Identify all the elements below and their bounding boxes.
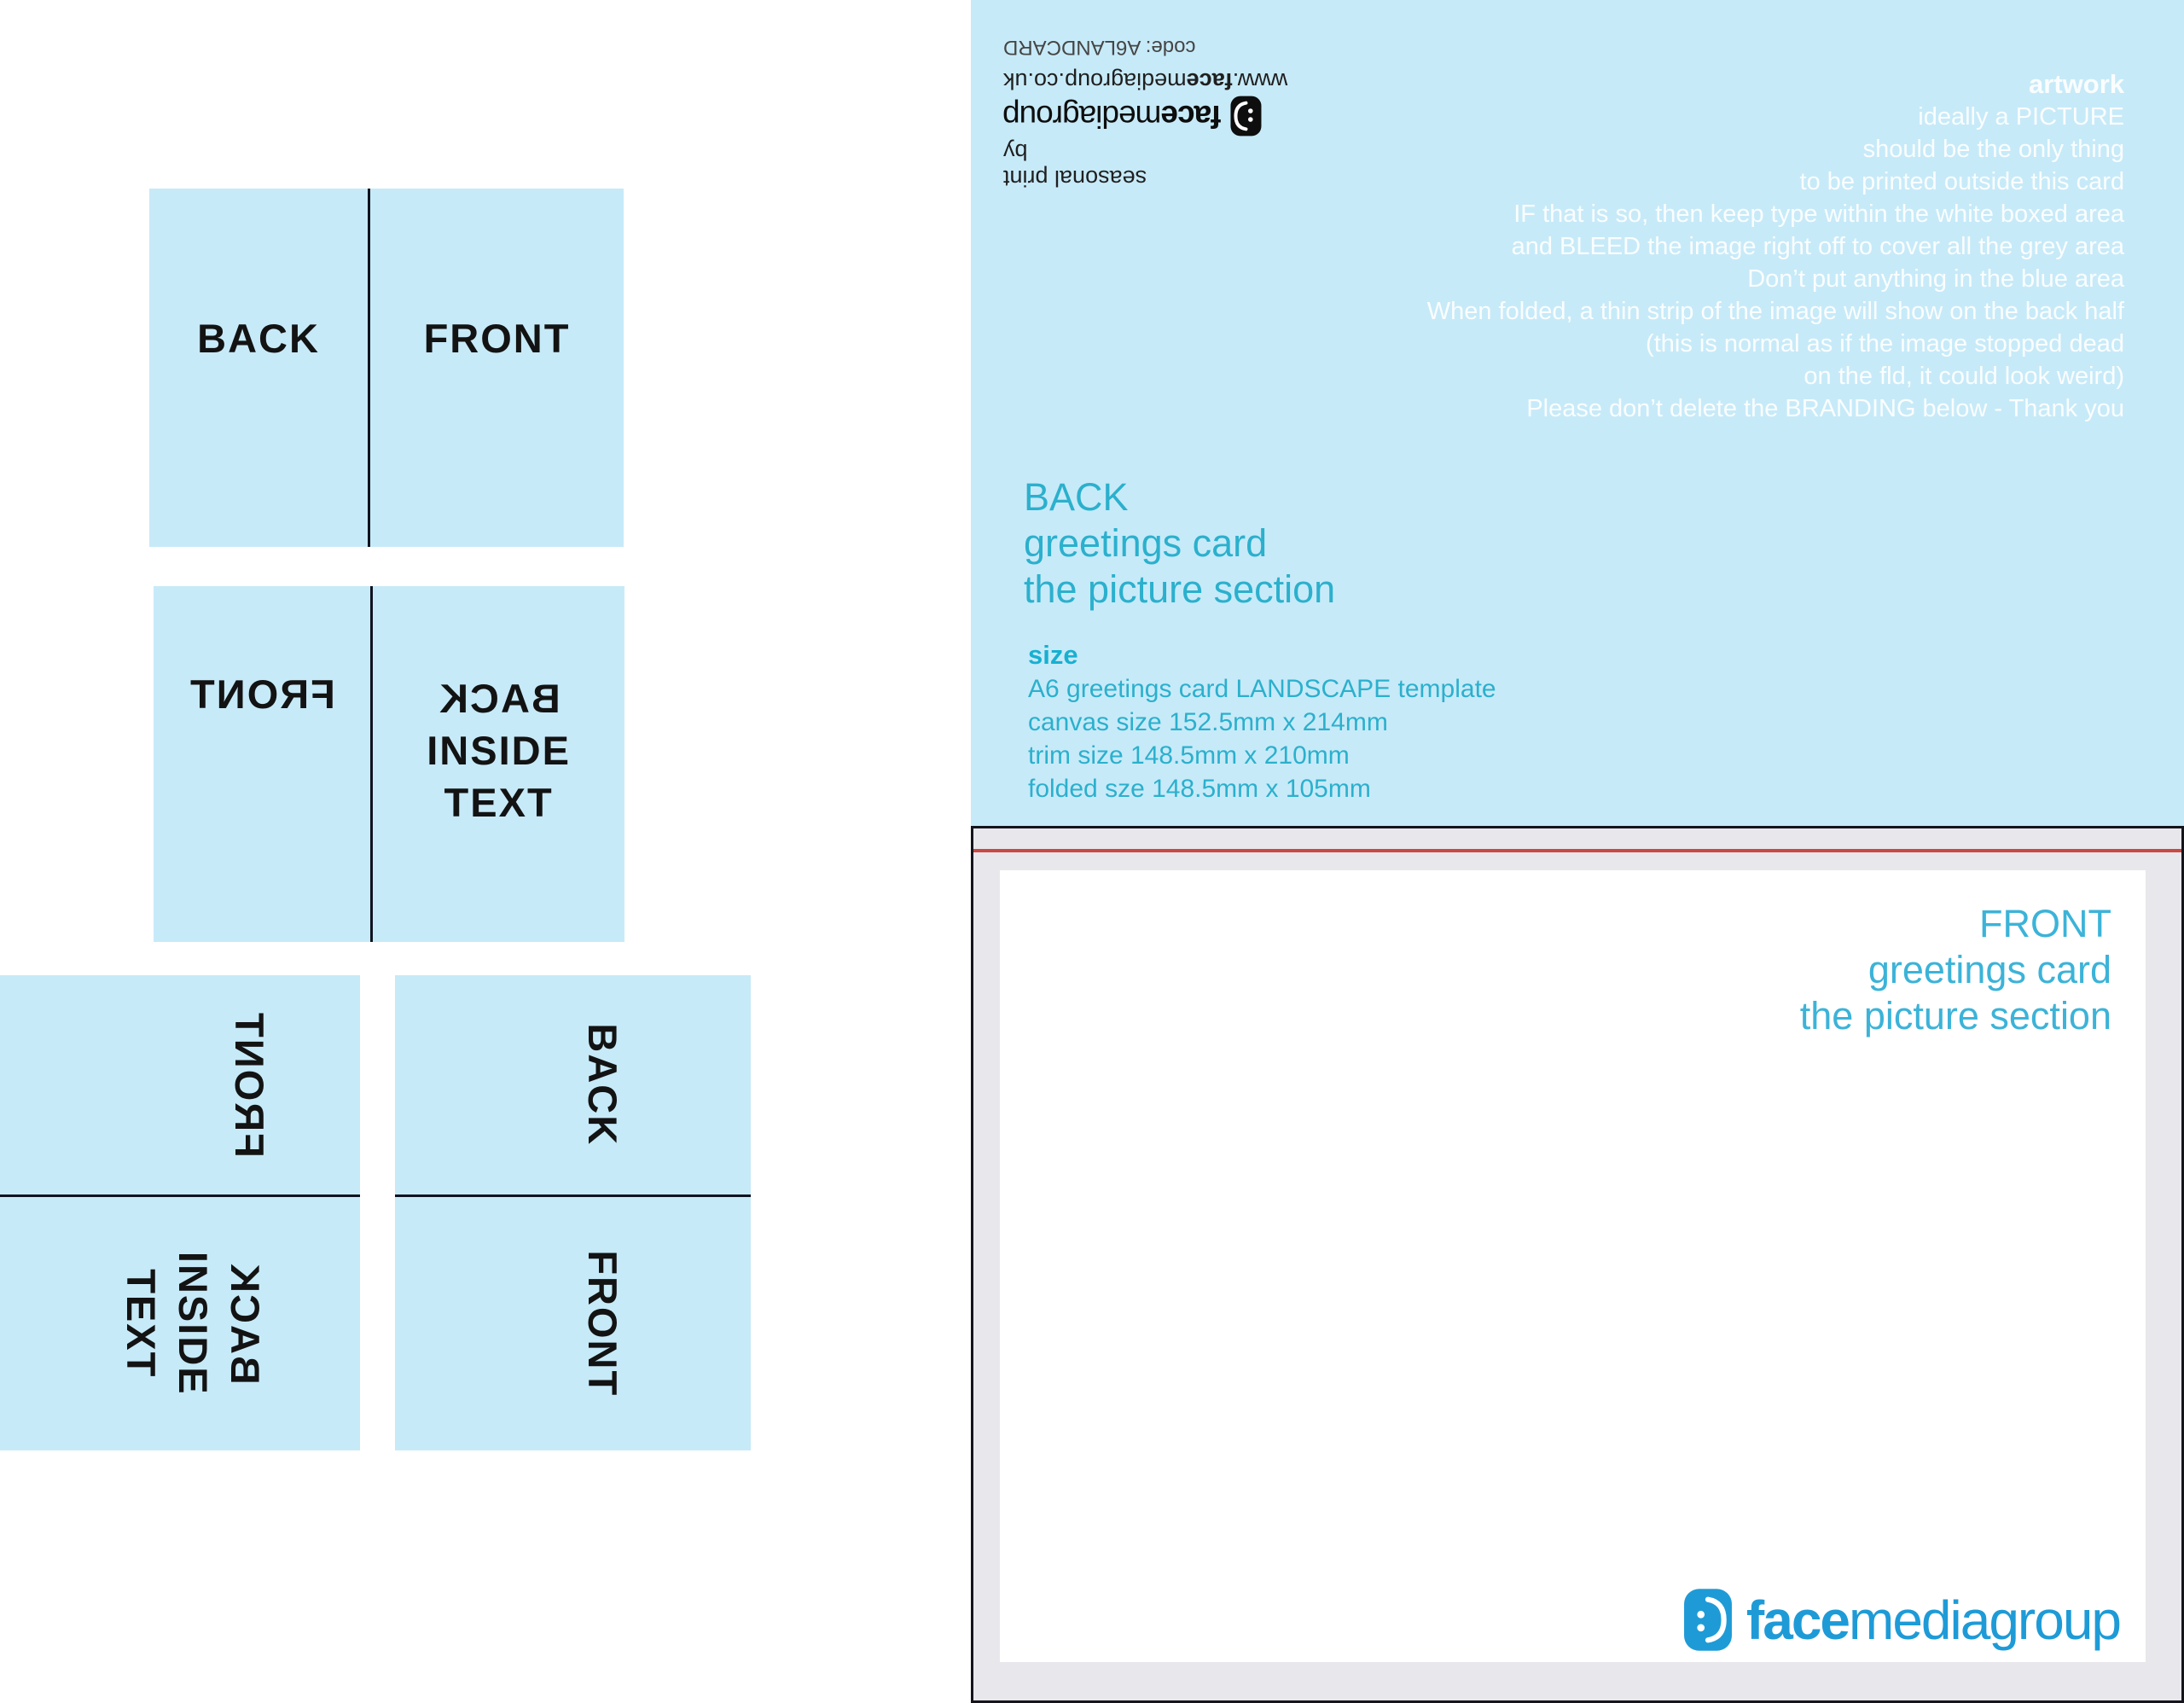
diagram-back-half: BACK	[149, 189, 371, 547]
template-code: code: A6LANDCARD	[1003, 36, 1196, 59]
back-template-section: code: A6LANDCARD www.facemediagroup.co.u…	[971, 0, 2184, 826]
brand-rest: mediagroup	[1003, 99, 1162, 134]
inside-label: INSIDE	[427, 728, 571, 773]
back-mirrored-label: BACK	[437, 676, 561, 721]
front-section-heading: FRONT greetings card the picture section	[1800, 901, 2111, 1039]
front-template-section: FRONT greetings card the picture section…	[971, 826, 2184, 1703]
artwork-line: should be the only thing	[1862, 136, 2124, 163]
artwork-line: Don’t put anything in the blue area	[1747, 265, 2124, 293]
size-line: canvas size 152.5mm x 214mm	[1028, 708, 1388, 736]
diagram-back-half: BACK	[395, 975, 751, 1197]
trim-guide-line	[973, 849, 2181, 852]
back-mirrored-label: BACK	[223, 1262, 269, 1386]
url-suffix: mediagroup.co.uk	[1003, 68, 1187, 94]
size-line: folded sze 148.5mm x 105mm	[1028, 775, 1371, 803]
front-mirrored-label: FRONT	[227, 1011, 273, 1159]
brand-bold: face	[1745, 1589, 1850, 1651]
white-boxed-area: FRONT greetings card the picture section…	[1000, 870, 2146, 1662]
label-wrap: BACK	[579, 1023, 626, 1146]
rotated-content: BACK FRONT	[395, 975, 751, 1450]
artwork-line: IF that is so, then keep type within the…	[1513, 201, 2124, 228]
artwork-title: artwork	[2029, 69, 2124, 99]
diagram-front-half: FRONT	[370, 189, 624, 547]
size-line: trim size 148.5mm x 210mm	[1028, 741, 1350, 770]
label-wrap: FRONT	[189, 671, 335, 718]
inside-text-stack: BACK INSIDE TEXT	[427, 672, 571, 828]
artwork-line: to be printed outside this card	[1799, 168, 2124, 195]
size-info-block: size A6 greetings card LANDSCAPE templat…	[1028, 638, 1496, 805]
small-brand-logo: facemediagroup	[1003, 96, 1262, 137]
size-line: A6 greetings card LANDSCAPE template	[1028, 675, 1496, 703]
back-label: BACK	[197, 315, 320, 361]
back-label: BACK	[580, 1023, 625, 1147]
label-wrap: FRONT	[424, 315, 571, 362]
artwork-line: ideally a PICTURE	[1918, 103, 2124, 131]
seasonal-print-line: seasonal print	[1003, 166, 1147, 191]
diagram-front-mirrored-half: FRONT	[154, 586, 374, 942]
by-line: by	[1003, 139, 1028, 165]
artwork-line: on the fld, it could look weird)	[1804, 363, 2124, 390]
fold-diagram-inner-mirrored: FRONT BACK INSIDE TEXT	[154, 586, 624, 942]
heading-line: the picture section	[1799, 994, 2111, 1037]
text-label: TEXT	[444, 780, 554, 825]
artwork-line: (this is normal as if the image stopped …	[1646, 330, 2124, 357]
heading-line: BACK	[1024, 475, 1129, 519]
url-bold: face	[1186, 68, 1233, 94]
url-prefix: www.	[1232, 68, 1288, 94]
label-wrap: FRONT	[579, 1250, 626, 1397]
artwork-line: and BLEED the image right off to cover a…	[1511, 233, 2124, 260]
fold-diagram-outer-rotated: BACK FRONT	[395, 975, 751, 1450]
facemediagroup-icon	[1683, 1589, 1732, 1651]
label-wrap: FRONT	[227, 1011, 274, 1158]
heading-line: FRONT	[1979, 902, 2111, 945]
brand-wordmark: facemediagroup	[1745, 1589, 2122, 1652]
inside-text-stack: BACK INSIDE TEXT	[116, 1252, 272, 1396]
upside-down-branding-block: code: A6LANDCARD www.facemediagroup.co.u…	[1003, 34, 1287, 191]
diagram-front-mirrored-half: FRONT	[0, 975, 360, 1197]
fold-diagram-outer-upright: BACK FRONT	[149, 189, 624, 547]
heading-line: the picture section	[1024, 567, 1336, 611]
rotated-content: FRONT BACK INSIDE TEXT	[0, 975, 360, 1450]
heading-line: greetings card	[1867, 948, 2111, 991]
label-wrap: BACK	[197, 315, 320, 362]
size-label: size	[1028, 640, 1078, 670]
fold-diagram-inner-rotated: FRONT BACK INSIDE TEXT	[0, 975, 360, 1450]
diagram-back-inside-half: BACK INSIDE TEXT	[0, 1197, 360, 1450]
front-label: FRONT	[580, 1250, 625, 1398]
inside-label: INSIDE	[171, 1251, 217, 1396]
text-label: TEXT	[119, 1269, 165, 1379]
website-url: www.facemediagroup.co.uk	[1003, 68, 1287, 94]
brand-bold: face	[1161, 99, 1222, 134]
diagram-back-inside-half: BACK INSIDE TEXT	[373, 586, 624, 942]
artwork-instructions: artwork ideally a PICTURE should be the …	[1427, 68, 2124, 425]
brand-rest: mediagroup	[1849, 1589, 2122, 1651]
artwork-line: When folded, a thin strip of the image w…	[1426, 298, 2124, 325]
front-mirrored-label: FRONT	[189, 671, 336, 717]
diagram-front-half: FRONT	[395, 1197, 751, 1450]
facemediagroup-icon	[1230, 96, 1262, 137]
artwork-line: Please don’t delete the BRANDING below -…	[1526, 395, 2124, 422]
small-brand-wordmark: facemediagroup	[1003, 98, 1221, 134]
front-label: FRONT	[423, 315, 571, 361]
heading-line: greetings card	[1024, 521, 1268, 565]
back-section-heading: BACK greetings card the picture section	[1024, 474, 1335, 613]
facemediagroup-branding: facemediagroup	[1683, 1588, 2122, 1652]
